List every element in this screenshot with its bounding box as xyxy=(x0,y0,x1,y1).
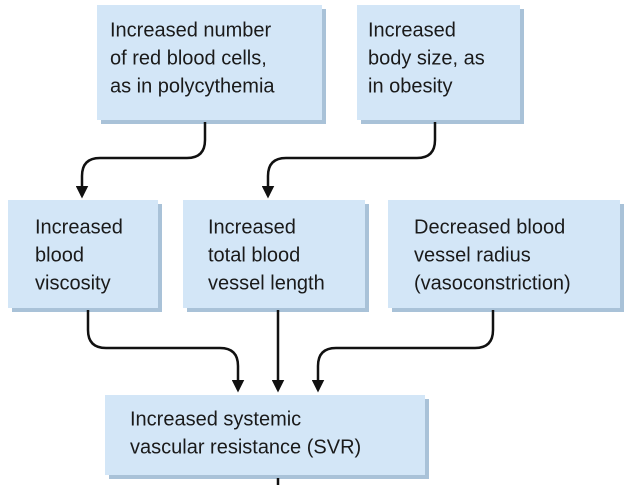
node-box xyxy=(357,5,520,120)
node-box xyxy=(388,200,620,308)
node-label: blood xyxy=(35,244,84,266)
node: Increased body size, as in obesity xyxy=(357,5,524,124)
node-box xyxy=(8,200,158,308)
node-label: Decreased blood xyxy=(414,216,565,238)
node: Increased total blood vessel length xyxy=(183,200,369,312)
node-box xyxy=(183,200,365,308)
node-label: viscosity xyxy=(35,272,111,294)
node-box xyxy=(105,395,425,475)
node-label: Increased xyxy=(368,19,456,41)
node-label: Increased number xyxy=(110,19,272,41)
node: Increased number of red blood cells, as in… xyxy=(97,5,326,124)
node: Decreased blood vessel radius (vasoconstri… xyxy=(388,200,624,312)
node-label: in obesity xyxy=(368,75,453,97)
node: Increased systemic vascular resistance (S… xyxy=(105,395,429,479)
node-label: vessel length xyxy=(208,272,325,294)
node-label: Increased xyxy=(35,216,123,238)
node-label: total blood xyxy=(208,244,300,266)
node-label: Increased systemic xyxy=(130,408,301,430)
node-label: (vasoconstriction) xyxy=(414,272,571,294)
node-label: as in polycythemia xyxy=(110,75,275,97)
arrow xyxy=(86,310,245,393)
node-label: vessel radius xyxy=(414,244,531,266)
node-label: Increased xyxy=(208,216,296,238)
arrows xyxy=(75,122,495,485)
node: Increased blood viscosity xyxy=(8,200,162,312)
arrow xyxy=(261,122,437,199)
arrow xyxy=(75,122,207,199)
node-box xyxy=(97,5,322,120)
node-label: body size, as xyxy=(368,47,485,69)
node-label: of red blood cells, xyxy=(110,47,267,69)
node-label: vascular resistance (SVR) xyxy=(130,436,361,458)
arrow xyxy=(311,310,495,393)
